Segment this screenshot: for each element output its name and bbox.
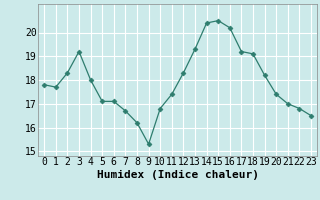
X-axis label: Humidex (Indice chaleur): Humidex (Indice chaleur) [97,170,259,180]
